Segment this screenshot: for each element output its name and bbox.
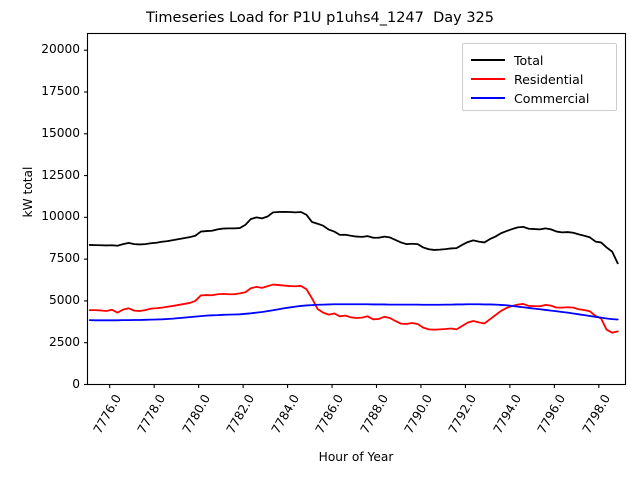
chart-title: Timeseries Load for P1U p1uhs4_1247 Day … (145, 10, 495, 26)
legend-swatch-residential-icon (471, 78, 505, 80)
series-line-commercial (88, 303, 619, 322)
legend-item-residential[interactable]: Residential (471, 69, 583, 89)
y-axis-tick-label: 0 (72, 376, 80, 391)
legend-item-commercial[interactable]: Commercial (471, 88, 589, 108)
y-axis-tick-label: 20000 (41, 42, 80, 57)
legend-label: Total (514, 52, 544, 68)
y-axis-tick-label: 10000 (41, 209, 80, 224)
legend-item-total[interactable]: Total (471, 50, 543, 70)
x-axis-label: Hour of Year (318, 450, 394, 464)
y-axis-tick-label: 15000 (41, 125, 80, 140)
y-axis-tick-label: 12500 (41, 167, 80, 182)
legend-swatch-total-icon (471, 59, 505, 61)
y-axis-tick-label: 17500 (41, 84, 80, 98)
legend-label: Commercial (514, 90, 590, 106)
series-line-residential (88, 283, 619, 334)
y-axis-tick-label: 2500 (48, 334, 80, 349)
axes-frame (86, 32, 627, 386)
y-axis-tick-label: 7500 (48, 251, 80, 266)
legend-label: Residential (514, 71, 584, 87)
y-axis-tick-label: 5000 (48, 292, 80, 307)
legend-swatch-commercial-icon (471, 97, 505, 99)
chart-legend: Total Residential Commercial (462, 43, 617, 111)
series-line-total (88, 210, 619, 265)
